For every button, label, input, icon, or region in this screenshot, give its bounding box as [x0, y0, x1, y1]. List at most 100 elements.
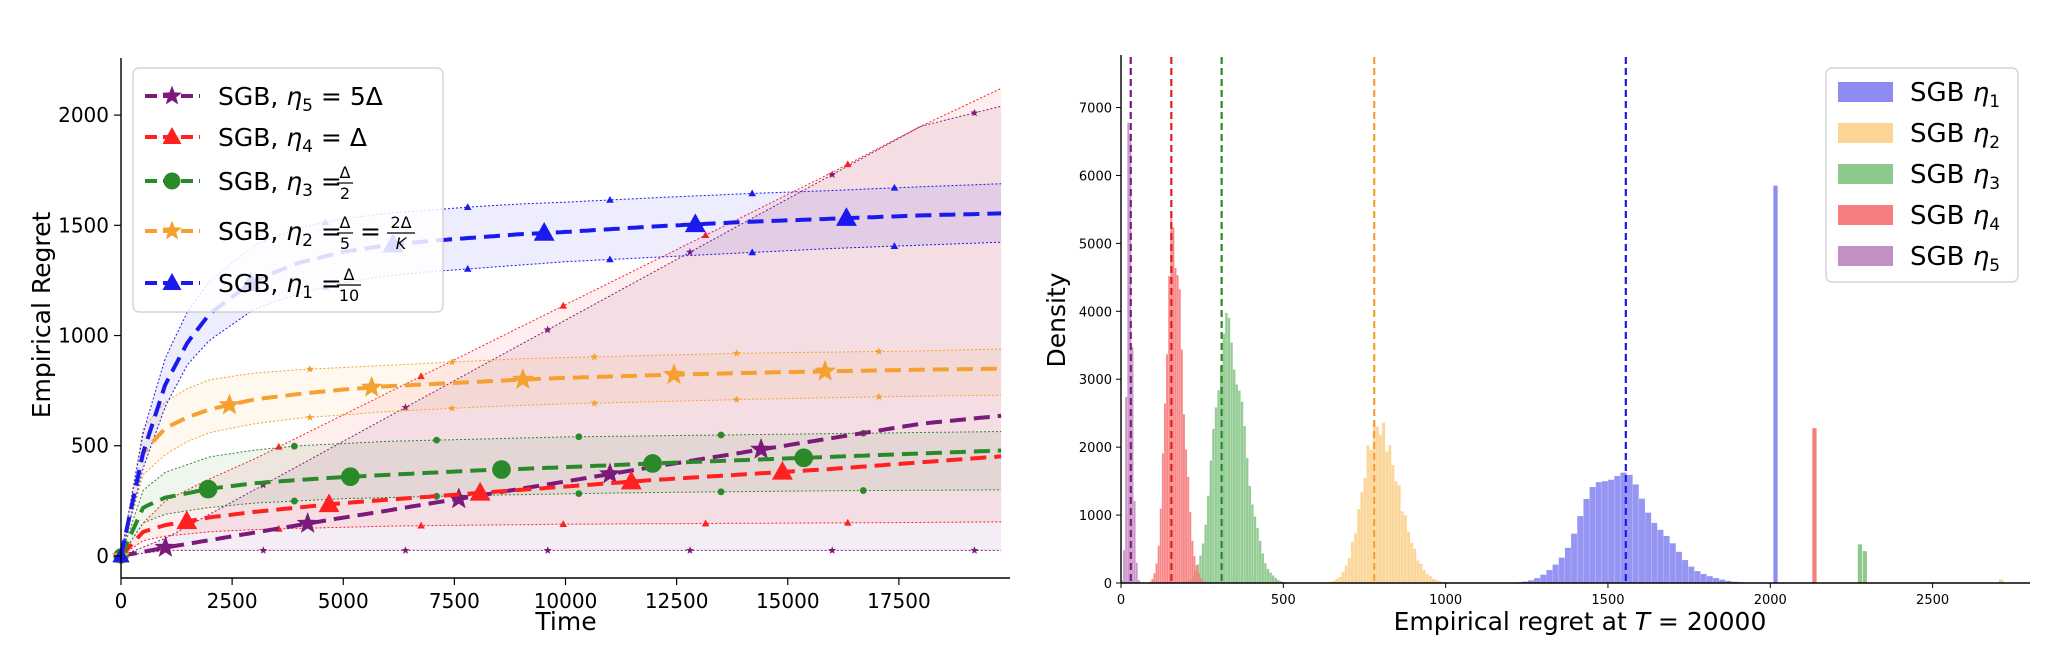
hist-bar-eta2	[1354, 533, 1358, 583]
hist-bar-eta1	[1657, 529, 1664, 583]
hist-bar-eta3	[1256, 527, 1259, 583]
series-marker	[492, 460, 511, 479]
x-tick-label: 500	[1271, 593, 1296, 608]
hist-bar-eta5	[1131, 347, 1134, 583]
legend-label-eta3: SGB, η3 =	[218, 167, 342, 201]
x-axis-label: Time	[534, 607, 596, 636]
band-marker	[686, 546, 694, 554]
hist-bar-eta2	[1400, 511, 1404, 583]
hist-bar-eta4	[1161, 453, 1164, 583]
x-axis-label: Empirical regret at T = 20000	[1394, 607, 1767, 636]
hist-bar-eta1	[1552, 564, 1559, 583]
band-lower-2	[120, 489, 1002, 557]
series-marker	[296, 512, 319, 533]
series-marker	[218, 393, 241, 415]
series-marker	[198, 479, 218, 499]
legend-label-eta2: SGB, η2 =	[218, 217, 342, 251]
hist-bar-eta3	[1220, 365, 1223, 583]
series-line-0	[120, 413, 1002, 558]
hist-bar-eta2	[1428, 576, 1432, 583]
band-marker	[828, 170, 837, 178]
legend-label-eta4: SGB, η4 = Δ	[218, 123, 367, 157]
hist-bar-eta2	[1419, 563, 1423, 583]
hist-bar-eta3	[1227, 317, 1231, 583]
band-marker	[575, 490, 583, 497]
series-line-3	[119, 366, 1002, 557]
band-marker	[448, 357, 457, 366]
legend-label-eta5: SGB, η5 = 5Δ	[218, 82, 383, 116]
hist-bar-eta1	[1564, 547, 1571, 583]
series-line-1	[119, 454, 1002, 558]
band-marker	[732, 395, 741, 403]
hist-bar-eta3	[1212, 428, 1215, 583]
hist-bar-eta4	[1193, 556, 1196, 583]
hist-bar-eta2	[1344, 565, 1348, 583]
hist-bar-eta4	[1185, 449, 1188, 583]
hist-bar-eta3	[1233, 369, 1236, 583]
hist-bar-eta3	[1248, 486, 1251, 583]
hist-bar-eta1	[1540, 574, 1547, 583]
series-marker	[447, 487, 470, 509]
legend-marker	[162, 220, 182, 240]
hist-bar-eta5	[1123, 550, 1126, 583]
hist-bar-eta2	[1422, 570, 1426, 583]
x-tick-label: 1500	[1591, 593, 1624, 608]
hist-bar-eta4	[1157, 545, 1160, 583]
x-tick-label: 17500	[867, 589, 931, 613]
hist-bar-eta4	[1155, 563, 1158, 583]
hist-bar-eta1	[1694, 571, 1701, 583]
hist-bar-eta4	[1189, 511, 1192, 583]
legend-eq: =	[360, 217, 381, 246]
hist-bar-eta1	[1601, 481, 1608, 583]
x-tick-label: 1000	[1429, 593, 1462, 608]
hist-bar-eta3	[1253, 516, 1257, 583]
hist-bar-eta3	[1217, 390, 1220, 583]
hist-bar-eta4	[1168, 276, 1171, 583]
hist-bar-eta2	[1335, 578, 1339, 583]
hist-bar-eta1	[1632, 484, 1639, 583]
series-marker	[794, 448, 814, 468]
band-upper-1	[120, 87, 1002, 557]
frac-den: 10	[339, 286, 359, 305]
hist-bar-eta3	[1261, 553, 1264, 583]
legend-marker	[163, 172, 181, 190]
left-axes: 0 2500 5000 7500 10000 12500 15000 17500 0 500 100…	[58, 58, 1010, 613]
hist-bar-eta3	[1271, 575, 1275, 583]
band-marker	[970, 108, 979, 117]
hist-bar-eta2	[1375, 426, 1379, 583]
hist-bar-eta4	[1159, 508, 1162, 583]
frac-num: Δ	[340, 213, 351, 232]
y-tick-label: 7000	[1079, 102, 1112, 117]
hist-bar-eta4	[1166, 354, 1169, 583]
x-tick-label: 7500	[429, 589, 480, 613]
y-tick-label: 5000	[1079, 237, 1112, 252]
band-marker	[606, 195, 614, 203]
band-marker	[575, 433, 583, 441]
legend: SGB η1 SGB η2 SGB η3 SGB η4 SGB η5	[1825, 67, 2019, 283]
legend-swatch	[1838, 246, 1893, 266]
series-marker	[663, 363, 685, 385]
series-marker	[771, 460, 793, 480]
legend-label: SGB η1	[1910, 78, 2000, 112]
band-marker	[305, 364, 314, 373]
frac-num: Δ	[344, 265, 355, 284]
hist-bar-eta2	[1366, 445, 1370, 583]
hist-bar-eta1	[1688, 566, 1695, 583]
legend-swatch	[1838, 205, 1893, 225]
hist-bar-eta3	[1274, 577, 1277, 583]
band-marker	[463, 264, 472, 272]
band-marker	[701, 231, 710, 239]
series-marker	[341, 467, 360, 487]
series-marker	[360, 375, 383, 397]
hist-bar-eta1	[1534, 578, 1541, 583]
band-marker	[717, 488, 725, 496]
band-marker	[259, 480, 268, 489]
band-upper-4	[120, 183, 1002, 557]
frac-den: K	[396, 234, 408, 253]
hist-bar-eta1	[1614, 476, 1621, 583]
band-marker	[543, 546, 552, 554]
series-marker	[835, 207, 857, 226]
series-marker	[620, 470, 642, 490]
histogram-bars	[1121, 122, 2004, 584]
